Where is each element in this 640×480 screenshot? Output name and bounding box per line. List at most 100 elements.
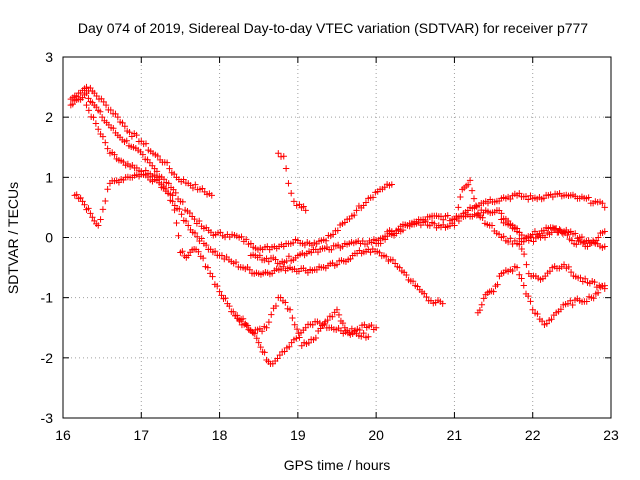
interp-point bbox=[102, 139, 109, 146]
interp-point bbox=[195, 248, 202, 255]
interp-point bbox=[77, 194, 84, 202]
interp-point bbox=[217, 229, 224, 236]
interp-point bbox=[594, 289, 602, 296]
interp-point bbox=[175, 232, 182, 239]
interp-point bbox=[577, 274, 584, 281]
interp-point bbox=[163, 159, 171, 166]
x-tick-label: 22 bbox=[525, 427, 541, 443]
data-point bbox=[451, 222, 458, 229]
interp-point bbox=[527, 298, 534, 305]
data-point bbox=[286, 306, 294, 313]
interp-point bbox=[170, 170, 178, 178]
y-tick-label: 3 bbox=[45, 49, 53, 65]
interp-point bbox=[484, 199, 492, 207]
interp-point bbox=[173, 219, 180, 227]
interp-point bbox=[242, 236, 250, 243]
interp-point bbox=[525, 196, 532, 203]
interp-point bbox=[312, 334, 320, 342]
data-point bbox=[185, 252, 192, 259]
interp-point bbox=[265, 258, 272, 265]
interp-point bbox=[104, 185, 111, 193]
interp-point bbox=[291, 321, 298, 328]
x-tick-label: 17 bbox=[133, 427, 149, 443]
interp-point bbox=[543, 320, 551, 327]
interp-point bbox=[285, 253, 293, 260]
data-point bbox=[388, 181, 395, 188]
interp-point bbox=[100, 98, 107, 106]
interp-point bbox=[255, 339, 262, 346]
interp-point bbox=[538, 317, 546, 325]
interp-point bbox=[246, 266, 253, 273]
x-tick-label: 21 bbox=[447, 427, 463, 443]
interp-point bbox=[199, 185, 206, 192]
interp-point bbox=[504, 217, 512, 225]
interp-point bbox=[99, 133, 107, 140]
series-track-k bbox=[275, 150, 309, 214]
interp-point bbox=[548, 229, 555, 236]
interp-point bbox=[111, 151, 118, 158]
interp-point bbox=[403, 271, 410, 279]
interp-point bbox=[598, 282, 606, 290]
interp-point bbox=[599, 200, 606, 207]
interp-point bbox=[238, 233, 245, 240]
y-tick-label: -1 bbox=[41, 290, 54, 306]
interp-point bbox=[595, 234, 602, 241]
series-track-i bbox=[498, 216, 608, 292]
interp-point bbox=[179, 198, 186, 206]
data-point bbox=[239, 315, 247, 322]
interp-point bbox=[81, 201, 88, 208]
data-point bbox=[83, 83, 90, 91]
interp-point bbox=[334, 227, 341, 234]
interp-point bbox=[573, 241, 580, 248]
data-point bbox=[169, 192, 176, 199]
interp-point bbox=[367, 249, 374, 256]
interp-point bbox=[581, 275, 589, 282]
interp-point bbox=[351, 211, 358, 219]
data-point bbox=[87, 210, 94, 217]
interp-point bbox=[480, 295, 487, 302]
interp-point bbox=[202, 241, 210, 249]
interp-point bbox=[96, 108, 104, 115]
interp-point bbox=[180, 176, 187, 183]
interp-point bbox=[578, 233, 586, 241]
interp-point bbox=[309, 321, 316, 329]
data-point bbox=[601, 243, 608, 250]
interp-point bbox=[276, 351, 284, 359]
data-point bbox=[333, 261, 341, 268]
interp-point bbox=[423, 293, 430, 301]
data-point bbox=[83, 89, 90, 97]
data-point bbox=[601, 204, 608, 211]
data-point bbox=[185, 222, 192, 229]
interp-point bbox=[518, 275, 525, 282]
interp-point bbox=[277, 294, 284, 301]
interp-point bbox=[176, 205, 183, 213]
interp-point bbox=[504, 238, 512, 246]
interp-point bbox=[567, 297, 574, 304]
interp-point bbox=[324, 316, 331, 324]
interp-point bbox=[500, 233, 507, 240]
interp-point bbox=[166, 165, 173, 172]
interp-point bbox=[329, 313, 336, 320]
interp-point bbox=[520, 250, 528, 258]
interp-point bbox=[243, 322, 250, 329]
interp-point bbox=[160, 182, 167, 190]
interp-point bbox=[281, 348, 288, 355]
data-point bbox=[95, 222, 102, 229]
interp-point bbox=[112, 110, 119, 118]
interp-point bbox=[178, 211, 185, 218]
interp-point bbox=[182, 217, 190, 225]
data-point bbox=[553, 225, 560, 232]
interp-point bbox=[583, 298, 590, 305]
interp-point bbox=[222, 295, 229, 302]
interp-point bbox=[120, 158, 127, 166]
interp-point bbox=[107, 106, 114, 114]
data-point bbox=[169, 198, 176, 205]
interp-point bbox=[479, 214, 486, 221]
interp-point bbox=[368, 321, 375, 329]
series-track-c bbox=[83, 101, 446, 307]
interp-point bbox=[69, 100, 76, 108]
interp-point bbox=[516, 271, 523, 278]
interp-point bbox=[389, 256, 397, 264]
interp-point bbox=[585, 194, 592, 201]
